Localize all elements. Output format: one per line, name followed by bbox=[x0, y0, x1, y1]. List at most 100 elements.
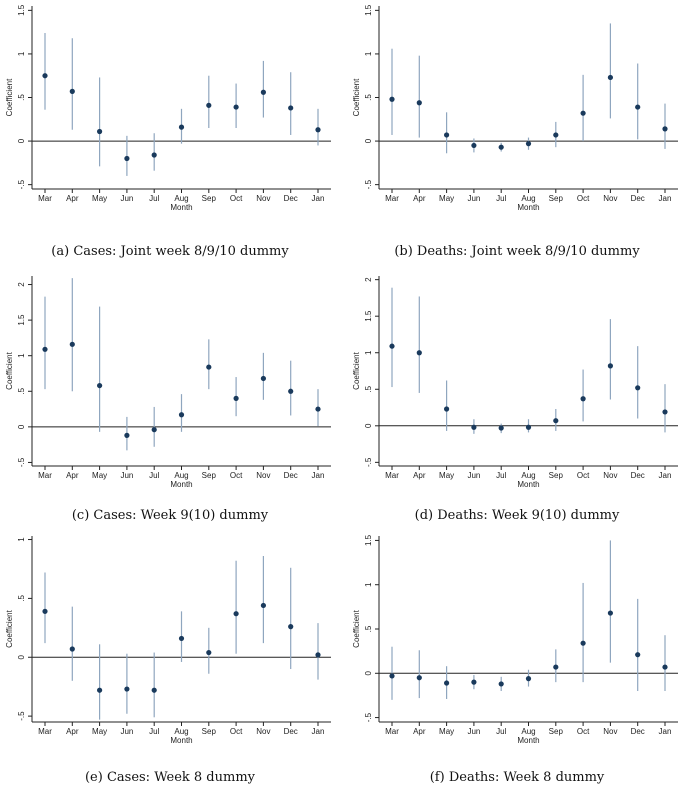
chart-a-point bbox=[233, 104, 239, 110]
chart-b-xtick-label: May bbox=[439, 194, 454, 203]
chart-f-xtick-label: Dec bbox=[631, 727, 645, 736]
chart-b-ytick-label: .5 bbox=[364, 94, 373, 101]
chart-b-xtick-label: Dec bbox=[631, 194, 645, 203]
chart-a-ytick-label: 0 bbox=[17, 138, 26, 143]
chart-d-xtick-label: Jun bbox=[467, 471, 480, 480]
chart-c-xtick-label: Mar bbox=[38, 471, 52, 480]
chart-b-point bbox=[580, 110, 586, 116]
chart-e-point bbox=[315, 652, 321, 658]
chart-d-xtick-label: Dec bbox=[631, 471, 645, 480]
chart-f-xtick-label: Jun bbox=[467, 727, 480, 736]
chart-e-ytick-label: 0 bbox=[17, 654, 26, 659]
chart-c-point bbox=[288, 388, 294, 394]
chart-e-xtick-label: Dec bbox=[284, 727, 298, 736]
chart-a-xtick-label: Oct bbox=[230, 194, 243, 203]
chart-a-y-label: Coefficient bbox=[5, 78, 14, 116]
chart-f-point bbox=[553, 664, 559, 670]
chart-b-point bbox=[471, 142, 477, 149]
chart-b-xtick-label: Oct bbox=[577, 194, 590, 203]
chart-c-point bbox=[260, 375, 266, 382]
chart-e-point bbox=[42, 608, 48, 614]
chart-c-ytick-label: 2 bbox=[17, 282, 26, 287]
chart-b-xtick-label: Jun bbox=[467, 194, 480, 203]
chart-d-plot: -.5 0 .5 1 1.5 2 Coefficient Mar Apr May Jun Jul Aug… bbox=[352, 276, 678, 489]
chart-e-ytick-label: 1 bbox=[17, 537, 26, 542]
chart-panel-a: -.5 0 .5 1 1.5 Coefficient Mar Apr May Jun Jul Aug S… bbox=[5, 0, 335, 262]
chart-c-point bbox=[233, 395, 239, 401]
chart-a-point bbox=[124, 155, 130, 162]
chart-c-xtick-label: Dec bbox=[284, 471, 298, 480]
chart-e-ytick-label: .5 bbox=[17, 595, 26, 602]
chart-c-point bbox=[42, 346, 48, 352]
chart-e-ytick-label: -.5 bbox=[17, 711, 26, 721]
chart-a-xtick-label: Mar bbox=[38, 194, 52, 203]
chart-panel-c: -.5 0 .5 1 1.5 2 Coefficient Mar Apr May Jun Jul Aug… bbox=[5, 270, 335, 532]
chart-e-point bbox=[124, 686, 130, 692]
chart-b-xtick-label: Apr bbox=[413, 194, 426, 203]
chart-d-point bbox=[580, 396, 586, 402]
chart-f-xtick-label: Jan bbox=[659, 727, 672, 736]
chart-c-ytick-label: -.5 bbox=[17, 457, 26, 467]
chart-a-point bbox=[206, 102, 212, 108]
chart-f-xtick-label: Apr bbox=[413, 727, 426, 736]
chart-b-point bbox=[444, 132, 450, 138]
chart-a-xtick-label: Nov bbox=[256, 194, 270, 203]
chart-b-xtick-label: Sep bbox=[549, 194, 564, 203]
chart-b-point bbox=[416, 100, 422, 106]
chart-a-ytick-label: .5 bbox=[17, 94, 26, 101]
chart-a-point bbox=[260, 89, 266, 95]
chart-a-point bbox=[42, 73, 48, 79]
chart-a-plot: -.5 0 .5 1 1.5 Coefficient Mar Apr May Jun Jul Aug S… bbox=[5, 4, 331, 212]
chart-d-point bbox=[553, 418, 559, 424]
chart-b-point bbox=[635, 104, 641, 110]
chart-a-point bbox=[288, 105, 294, 111]
chart-b-xtick-label: Jul bbox=[496, 194, 506, 203]
chart-e-x-label: Month bbox=[170, 736, 192, 745]
chart-e-xtick-label: Mar bbox=[38, 727, 52, 736]
chart-f-point bbox=[635, 652, 641, 658]
chart-a-ytick-label: -.5 bbox=[17, 179, 26, 189]
chart-panel-e: -.5 0 .5 1 Coefficient Mar Apr May Jun Jul Aug Sep O… bbox=[5, 530, 335, 787]
chart-c-xtick-label: Jul bbox=[149, 471, 159, 480]
chart-a-xtick-label: Jan bbox=[312, 194, 325, 203]
chart-e-point bbox=[151, 687, 157, 693]
chart-a-point bbox=[151, 152, 157, 158]
chart-d-caption: (d) Deaths: Week 9(10) dummy bbox=[414, 508, 620, 523]
chart-d-point bbox=[525, 424, 532, 430]
chart-d-xtick-label: Jul bbox=[496, 471, 506, 480]
chart-a-ytick-label: 1.5 bbox=[17, 4, 26, 16]
chart-b-y-label: Coefficient bbox=[352, 78, 361, 116]
chart-e-point bbox=[69, 646, 75, 652]
chart-c-ytick-label: 0 bbox=[17, 424, 26, 429]
chart-f-x-label: Month bbox=[517, 736, 539, 745]
chart-c-xtick-label: Apr bbox=[66, 471, 79, 480]
chart-b-ytick-label: 0 bbox=[364, 138, 373, 143]
chart-f-ytick-label: 0 bbox=[364, 671, 373, 676]
chart-a-xtick-label: Jun bbox=[120, 194, 133, 203]
chart-d-xtick-label: May bbox=[439, 471, 454, 480]
chart-e-xtick-label: Nov bbox=[256, 727, 270, 736]
chart-b-point bbox=[553, 132, 559, 138]
chart-b-plot: -.5 0 .5 1 1.5 Coefficient Mar Apr May Jun Jul Aug S… bbox=[352, 4, 678, 212]
chart-f-point bbox=[607, 610, 613, 616]
chart-a-xtick-label: Dec bbox=[284, 194, 298, 203]
chart-d-point bbox=[471, 424, 477, 430]
chart-f-point bbox=[525, 676, 532, 682]
chart-b-point bbox=[389, 96, 395, 102]
chart-d-ytick-label: 0 bbox=[364, 423, 373, 428]
chart-f-xtick-label: Mar bbox=[385, 727, 399, 736]
chart-f-point bbox=[416, 675, 422, 681]
chart-c-xtick-label: Aug bbox=[174, 471, 188, 480]
chart-c-point bbox=[97, 382, 103, 389]
chart-f-xtick-label: Jul bbox=[496, 727, 506, 736]
chart-f-point bbox=[498, 681, 504, 687]
chart-f-ytick-label: -.5 bbox=[364, 712, 373, 722]
chart-c-ytick-label: 1 bbox=[17, 353, 26, 358]
chart-d-point bbox=[607, 363, 613, 369]
chart-c-xtick-label: May bbox=[92, 471, 107, 480]
chart-c-x-label: Month bbox=[170, 480, 192, 489]
chart-d-xtick-label: Nov bbox=[603, 471, 617, 480]
chart-e-point bbox=[206, 649, 212, 656]
chart-b-ytick-label: 1.5 bbox=[364, 4, 373, 16]
chart-c-ytick-label: 1.5 bbox=[17, 314, 26, 326]
